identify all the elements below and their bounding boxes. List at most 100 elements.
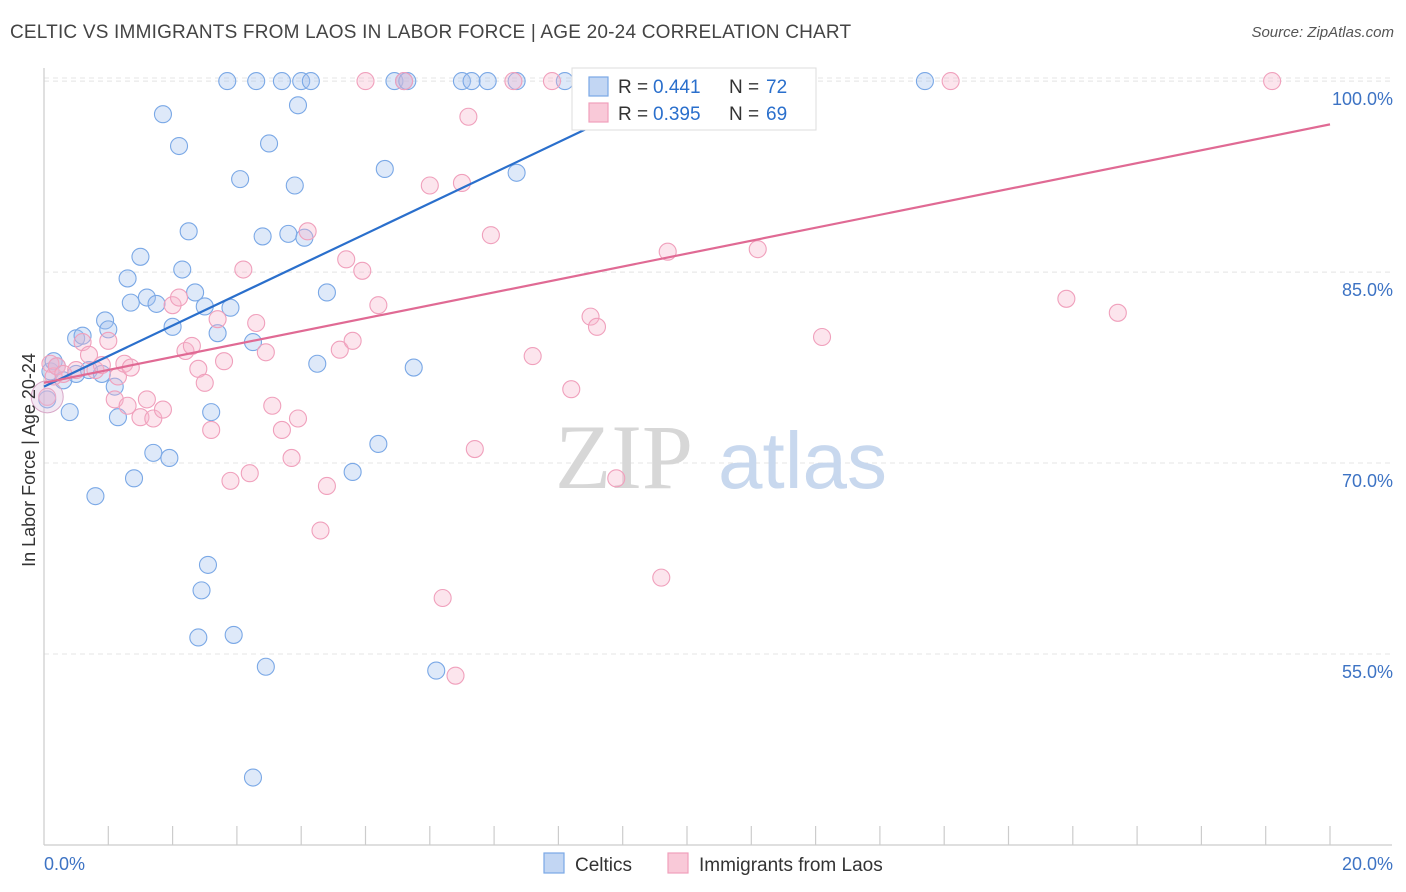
legend-n-label-celtics: N =	[729, 77, 759, 98]
point-laos	[99, 331, 118, 350]
point-laos	[353, 261, 372, 280]
legend-r-value-laos: 0.395	[653, 104, 701, 125]
point-laos	[131, 408, 150, 427]
point-laos	[234, 260, 253, 279]
point-laos	[195, 373, 214, 392]
point-celtics	[288, 96, 308, 115]
point-laos	[337, 250, 356, 269]
point-celtics	[73, 326, 92, 345]
legend-bottom-swatch-laos	[667, 852, 689, 874]
point-laos	[652, 568, 671, 587]
point-laos	[298, 222, 317, 241]
grid-lines	[44, 77, 1392, 655]
point-celtics	[507, 163, 526, 182]
point-celtics	[218, 72, 237, 91]
point-laos	[459, 107, 478, 126]
point-laos	[941, 72, 960, 91]
point-celtics	[105, 377, 124, 396]
point-laos	[317, 476, 336, 496]
source-label: Source: ZipAtlas.com	[1251, 24, 1394, 41]
y-tick-label: 70.0%	[1342, 471, 1393, 491]
point-laos	[433, 588, 452, 608]
point-laos	[504, 72, 523, 91]
point-celtics	[317, 283, 336, 302]
point-laos	[369, 296, 388, 315]
point-celtics	[427, 661, 446, 680]
point-laos	[256, 343, 275, 362]
point-cluster	[30, 380, 64, 414]
x-tick-label: 20.0%	[1342, 854, 1393, 874]
point-laos	[288, 409, 308, 428]
legend-series: Celtics Immigrants from Laos	[543, 852, 883, 876]
point-celtics	[44, 352, 63, 371]
point-celtics	[259, 134, 279, 153]
point-laos	[523, 347, 542, 366]
chart-title: CELTIC VS IMMIGRANTS FROM LAOS IN LABOR …	[10, 22, 852, 43]
x-tick-label: 0.0%	[44, 854, 85, 874]
legend-swatch-celtics	[588, 76, 609, 97]
point-celtics	[253, 227, 272, 246]
y-tick-label: 100.0%	[1332, 89, 1393, 109]
point-celtics	[256, 657, 275, 676]
point-celtics	[137, 288, 156, 307]
point-celtics	[224, 625, 243, 644]
point-laos	[153, 400, 173, 419]
point-celtics	[343, 462, 362, 482]
point-celtics	[169, 136, 189, 156]
point-laos	[118, 396, 137, 415]
point-laos	[587, 317, 607, 336]
point-celtics	[292, 72, 311, 91]
point-celtics	[153, 105, 173, 124]
point-laos	[163, 296, 182, 315]
point-laos	[356, 72, 375, 91]
legend-r-value-celtics: 0.441	[653, 77, 701, 98]
point-celtics	[173, 260, 192, 279]
point-celtics	[279, 224, 298, 243]
point-celtics	[308, 354, 327, 373]
y-axis-label: In Labor Force | Age 20-24	[19, 353, 39, 567]
point-celtics	[144, 443, 163, 462]
point-celtics	[147, 294, 166, 313]
point-laos	[202, 420, 221, 439]
point-laos	[311, 521, 330, 540]
point-laos	[38, 387, 57, 406]
point-laos	[247, 313, 266, 333]
point-laos	[240, 464, 259, 483]
point-celtics	[285, 176, 304, 195]
point-celtics	[208, 324, 227, 343]
point-celtics	[375, 159, 394, 178]
legend-n-value-celtics: 72	[766, 77, 787, 98]
point-laos	[395, 72, 414, 91]
point-celtics	[163, 317, 182, 336]
legend-r-label-celtics: R =	[618, 77, 648, 98]
point-celtics	[124, 469, 144, 488]
point-laos	[420, 176, 439, 195]
point-celtics	[186, 283, 205, 302]
point-celtics	[60, 403, 79, 422]
point-laos	[481, 226, 500, 245]
point-laos	[1057, 289, 1076, 308]
point-celtics	[272, 72, 291, 91]
point-celtics	[369, 434, 388, 454]
point-laos	[330, 340, 349, 359]
point-laos	[79, 345, 99, 364]
point-celtics	[301, 72, 320, 91]
point-celtics	[452, 72, 472, 91]
legend-stats: R = 0.441 N = 72 R = 0.395 N = 69	[571, 67, 817, 131]
legend-swatch-laos	[588, 102, 609, 123]
point-celtics	[192, 581, 211, 600]
point-celtics	[179, 222, 198, 241]
point-celtics	[915, 72, 934, 91]
point-laos	[137, 390, 156, 409]
point-laos	[47, 357, 66, 376]
point-celtics	[404, 358, 423, 377]
point-laos	[607, 469, 626, 488]
point-celtics	[118, 269, 137, 288]
point-laos	[542, 72, 562, 91]
trend-line-laos	[43, 123, 1331, 384]
watermark: ZIP atlas	[555, 406, 887, 508]
point-celtics	[198, 555, 218, 574]
legend-r-label-laos: R =	[618, 104, 648, 125]
point-laos	[446, 666, 465, 685]
